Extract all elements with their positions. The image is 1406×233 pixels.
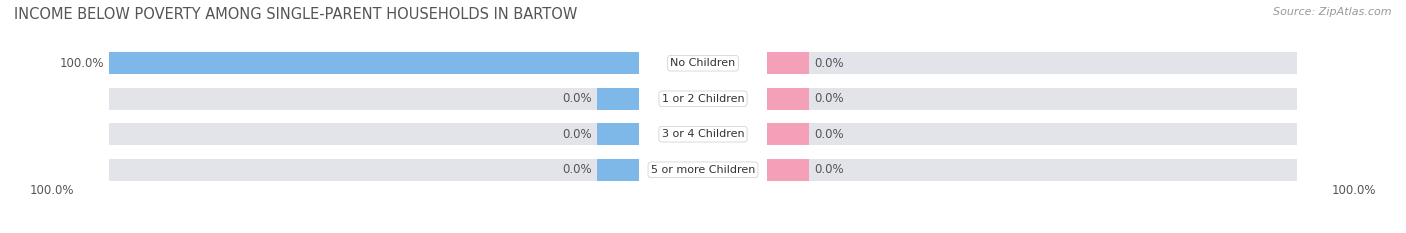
Text: No Children: No Children <box>671 58 735 68</box>
Bar <box>766 123 808 145</box>
Text: 3 or 4 Children: 3 or 4 Children <box>662 129 744 139</box>
Bar <box>766 159 1296 181</box>
Text: 0.0%: 0.0% <box>814 163 844 176</box>
Bar <box>110 52 640 74</box>
Bar <box>766 52 808 74</box>
Text: 100.0%: 100.0% <box>1331 184 1376 197</box>
Text: Source: ZipAtlas.com: Source: ZipAtlas.com <box>1274 7 1392 17</box>
Text: INCOME BELOW POVERTY AMONG SINGLE-PARENT HOUSEHOLDS IN BARTOW: INCOME BELOW POVERTY AMONG SINGLE-PARENT… <box>14 7 578 22</box>
Text: 100.0%: 100.0% <box>59 57 104 70</box>
Text: 0.0%: 0.0% <box>814 57 844 70</box>
Bar <box>766 52 1296 74</box>
Bar <box>598 123 640 145</box>
Bar <box>110 123 640 145</box>
Bar <box>598 159 640 181</box>
Text: 0.0%: 0.0% <box>562 163 592 176</box>
Bar <box>766 123 1296 145</box>
Bar <box>766 88 1296 110</box>
Text: 100.0%: 100.0% <box>30 184 75 197</box>
Text: 1 or 2 Children: 1 or 2 Children <box>662 94 744 104</box>
Text: 5 or more Children: 5 or more Children <box>651 165 755 175</box>
Bar <box>110 52 640 74</box>
Bar <box>766 159 808 181</box>
Bar <box>598 88 640 110</box>
Text: 0.0%: 0.0% <box>814 128 844 141</box>
Bar <box>110 88 640 110</box>
Bar <box>766 88 808 110</box>
Text: 0.0%: 0.0% <box>814 92 844 105</box>
Text: 0.0%: 0.0% <box>562 128 592 141</box>
Text: 0.0%: 0.0% <box>562 92 592 105</box>
Bar <box>110 159 640 181</box>
